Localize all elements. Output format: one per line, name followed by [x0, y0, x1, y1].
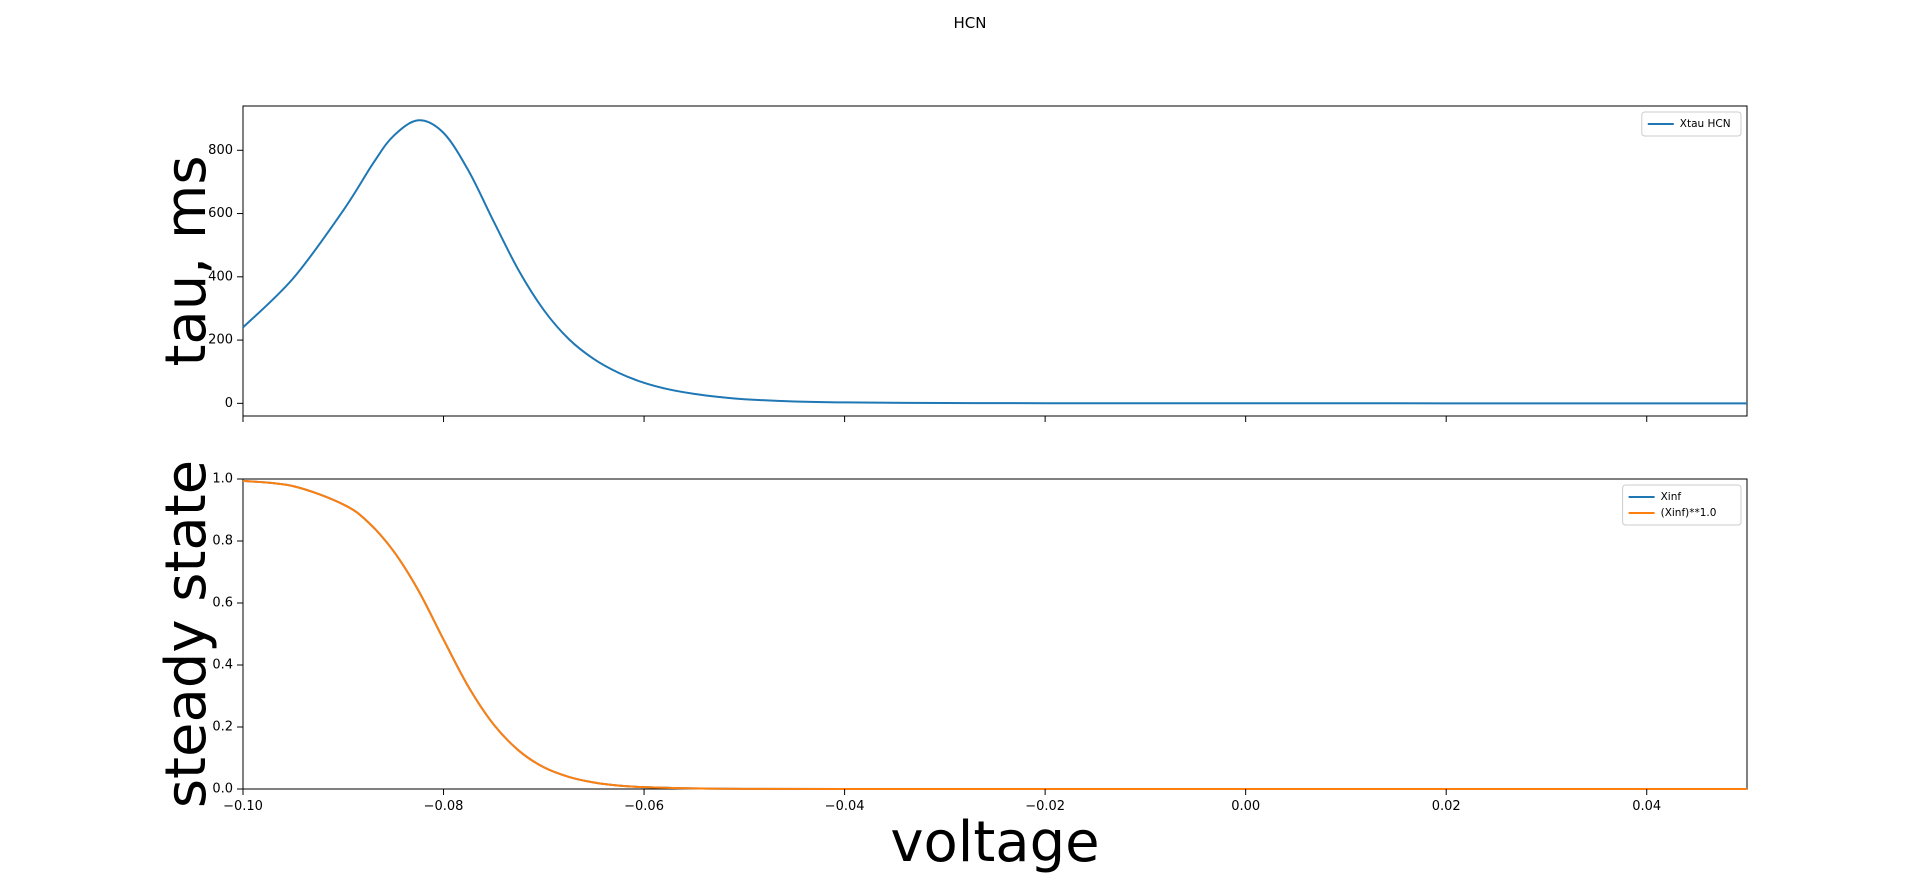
- ytick-label: 200: [208, 333, 233, 348]
- ytick-label: 800: [208, 143, 233, 158]
- steady-state-plot-frame: [242, 478, 1748, 790]
- legend-box: [1622, 484, 1742, 526]
- legend-label-xinf: Xinf: [1661, 491, 1682, 503]
- steady-state-panel: 0.0 0.2 0.4 0.6 0.8 1.0 −0.10 −0.08 −0.06 −0.04 −…: [154, 460, 1748, 875]
- tau-plot-frame: [242, 105, 1748, 417]
- ytick-label: 0.4: [212, 658, 233, 673]
- ytick-label: 0.2: [212, 720, 233, 735]
- xtick-label: −0.04: [825, 799, 865, 814]
- voltage-xlabel: voltage: [890, 810, 1099, 875]
- figure-title: HCN: [954, 14, 987, 32]
- legend-label-xinf-1-0: (Xinf)**1.0: [1661, 507, 1717, 519]
- xtick-label: 0.00: [1231, 799, 1260, 814]
- xtick-label: 0.02: [1432, 799, 1461, 814]
- xtick-label: −0.06: [624, 799, 664, 814]
- xtick-label: −0.02: [1025, 799, 1065, 814]
- ytick-label: 0.8: [212, 534, 233, 549]
- series-line-xinf-1-0: [242, 479, 1747, 791]
- ytick-label: 0.6: [212, 596, 233, 611]
- legend-box: [1641, 111, 1742, 137]
- xtick-label: −0.08: [424, 799, 464, 814]
- ytick-label: 400: [208, 269, 233, 284]
- ytick-label: 1.0: [212, 472, 233, 487]
- steady-state-ylabel: steady state: [154, 460, 219, 808]
- tau-ylabel: tau, ms: [154, 155, 219, 366]
- ytick-label: 0: [225, 396, 233, 411]
- legend-label-xtau-hcn: Xtau HCN: [1680, 118, 1731, 130]
- ytick-label: 0.0: [212, 782, 233, 797]
- tau-panel: 0 200 400 600 800 tau, ms Xtau HCN: [154, 105, 1748, 422]
- ytick-label: 600: [208, 206, 233, 221]
- series-line-xinf: [242, 479, 1747, 791]
- xtick-label: −0.10: [223, 799, 263, 814]
- xtick-label: 0.04: [1632, 799, 1661, 814]
- series-line-xtau-hcn: [242, 119, 1748, 405]
